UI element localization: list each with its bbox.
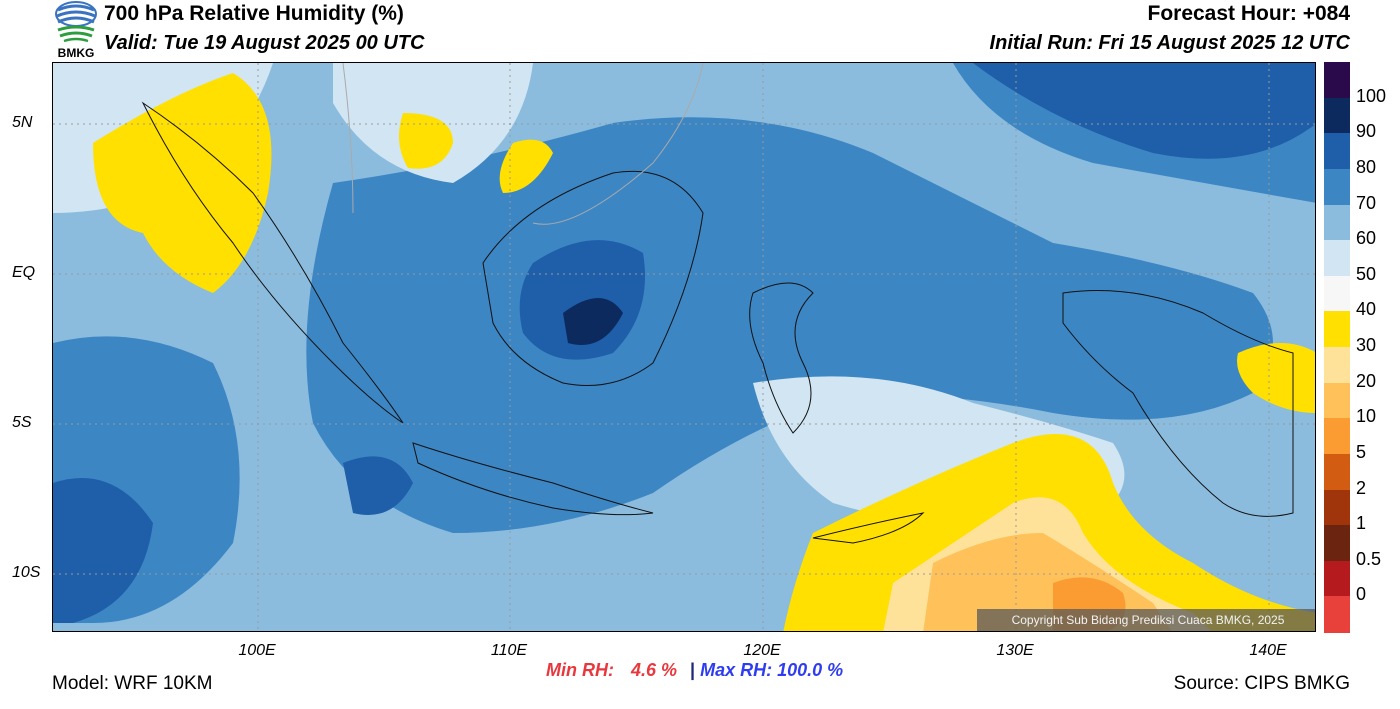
max-rh: Max RH: 100.0 % bbox=[700, 660, 844, 680]
colorbar-label: 30 bbox=[1356, 335, 1377, 355]
colorbar-label: 0.5 bbox=[1356, 548, 1382, 569]
source-label: Source: CIPS BMKG bbox=[1173, 673, 1350, 694]
valid-time: Valid: Tue 19 August 2025 00 UTC bbox=[104, 32, 425, 54]
forecast-hour: Forecast Hour: +084 bbox=[1147, 2, 1351, 25]
colorbar-segment bbox=[1324, 347, 1350, 384]
colorbar-segment bbox=[1324, 560, 1350, 597]
colorbar-segment bbox=[1324, 418, 1350, 455]
colorbar-label: 10 bbox=[1356, 406, 1377, 427]
logo-text: BMKG bbox=[57, 46, 95, 60]
humidity-map: Copyright Sub Bidang Prediksi Cuaca BMKG… bbox=[52, 62, 1316, 632]
colorbar-segment bbox=[1324, 275, 1350, 312]
colorbar-label: 0 bbox=[1356, 584, 1367, 605]
colorbar-segment bbox=[1324, 240, 1350, 277]
colorbar-label: 50 bbox=[1356, 263, 1377, 284]
colorbar-label: 100 bbox=[1356, 85, 1387, 106]
field-90-100-borneo bbox=[563, 298, 623, 345]
bmkg-logo: BMKG bbox=[52, 0, 100, 62]
colorbar-label: 40 bbox=[1356, 299, 1377, 320]
x-tick-label: 120E bbox=[743, 642, 781, 659]
min-rh-value: 4.6 % bbox=[631, 660, 678, 680]
country-borders bbox=[342, 63, 704, 225]
colorbar-label: 70 bbox=[1356, 192, 1377, 213]
field-dry-sumatra-north bbox=[93, 73, 272, 293]
min-rh-label: Min RH: bbox=[546, 660, 614, 680]
x-tick-label: 110E bbox=[490, 642, 528, 659]
colorbar-label: 90 bbox=[1356, 121, 1377, 142]
y-tick-label: 5N bbox=[12, 114, 33, 131]
colorbar-segment bbox=[1324, 382, 1350, 419]
colorbar-label: 80 bbox=[1356, 156, 1377, 177]
initial-run: Initial Run: Fri 15 August 2025 12 UTC bbox=[989, 32, 1350, 54]
colorbar-segment bbox=[1324, 596, 1350, 633]
y-tick-label: EQ bbox=[12, 264, 36, 281]
field-80-90-java bbox=[343, 456, 413, 515]
colorbar-segment bbox=[1324, 97, 1350, 134]
colorbar-segment bbox=[1324, 453, 1350, 490]
x-tick-label: 100E bbox=[238, 642, 276, 659]
colorbar-segment bbox=[1324, 204, 1350, 241]
colorbar-segment bbox=[1324, 133, 1350, 170]
field-dry-papua bbox=[1237, 343, 1315, 413]
x-tick-label: 130E bbox=[996, 642, 1034, 659]
colorbar-label: 60 bbox=[1356, 228, 1377, 249]
field-80-90-borneo bbox=[519, 240, 645, 360]
copyright-notice: Copyright Sub Bidang Prediksi Cuaca BMKG… bbox=[977, 609, 1315, 631]
map-title: 700 hPa Relative Humidity (%) bbox=[104, 2, 404, 25]
y-tick-label: 5S bbox=[12, 414, 32, 431]
rh-stats: Min RH: 4.6 % | Max RH: 100.0 % bbox=[546, 660, 843, 681]
colorbar-segment bbox=[1324, 489, 1350, 526]
stats-separator: | bbox=[690, 660, 696, 680]
colorbar-segment bbox=[1324, 168, 1350, 205]
map-field bbox=[53, 63, 1315, 631]
field-80-90-ocean bbox=[53, 478, 153, 623]
colorbar-label: 5 bbox=[1356, 441, 1367, 462]
x-tick-label: 140E bbox=[1249, 642, 1287, 659]
colorbar bbox=[1324, 62, 1350, 633]
colorbar-label: 2 bbox=[1356, 477, 1367, 498]
colorbar-label: 1 bbox=[1356, 513, 1367, 534]
field-dry-scs-1 bbox=[399, 113, 453, 169]
field-dry-scs-2 bbox=[499, 139, 553, 193]
colorbar-segment bbox=[1324, 525, 1350, 562]
colorbar-label: 20 bbox=[1356, 370, 1377, 391]
colorbar-segment bbox=[1324, 62, 1350, 99]
field-70-80-central bbox=[306, 117, 1273, 534]
colorbar-segment bbox=[1324, 311, 1350, 348]
coastlines bbox=[141, 101, 1294, 544]
y-tick-label: 10S bbox=[12, 564, 41, 581]
model-label: Model: WRF 10KM bbox=[52, 673, 213, 694]
gridlines bbox=[53, 63, 1315, 631]
field-80-90-north bbox=[973, 63, 1315, 159]
